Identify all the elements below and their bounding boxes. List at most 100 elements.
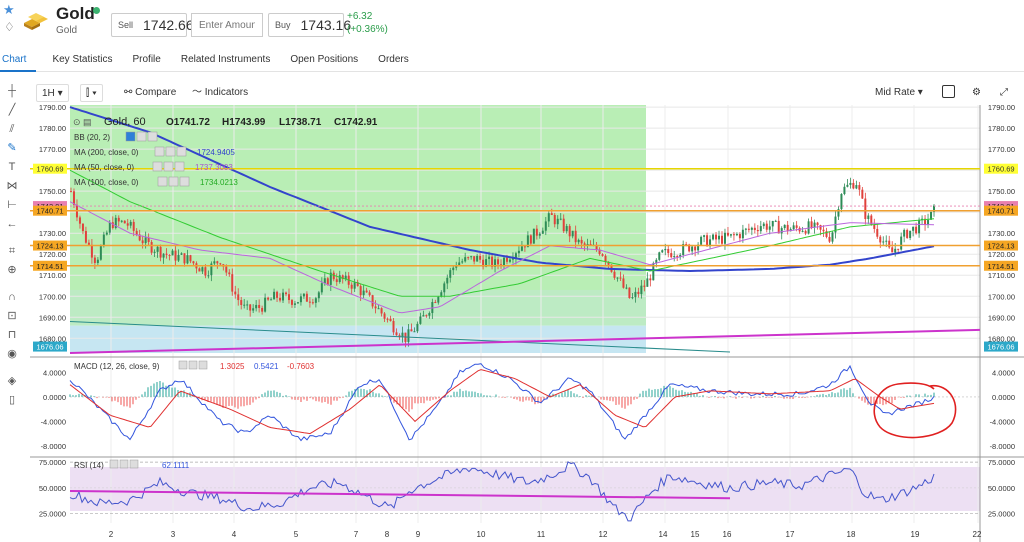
- brush-icon[interactable]: ✎: [7, 142, 17, 154]
- ruler-icon[interactable]: ⌗: [8, 245, 16, 257]
- fib-icon[interactable]: ⫽: [9, 123, 15, 135]
- buy-price-button[interactable]: Buy 1743.16: [268, 13, 351, 37]
- level-label-right: 1740.71: [987, 207, 1014, 216]
- tab-profile[interactable]: Profile: [132, 54, 161, 65]
- level-label-right-bg: [984, 240, 1018, 251]
- text-icon[interactable]: T: [8, 161, 16, 173]
- layers-icon[interactable]: ◈: [7, 375, 17, 387]
- magnet-icon[interactable]: ∩: [8, 291, 16, 303]
- lock-draw-icon[interactable]: ⊡: [7, 310, 17, 322]
- rsi-control-icon[interactable]: [109, 459, 119, 469]
- indicators-button[interactable]: 〜 Indicators: [192, 84, 248, 102]
- compare-button[interactable]: ⚯ Compare: [124, 84, 176, 102]
- candle-body: [225, 266, 228, 273]
- ma100-control-icon[interactable]: [157, 176, 168, 187]
- macd-control-icon[interactable]: [198, 360, 208, 370]
- ma100-control-icon[interactable]: [168, 176, 179, 187]
- price-tick-left: 1750.00: [39, 187, 66, 196]
- gold-bars-logo-icon: [24, 13, 48, 30]
- chart-type-select[interactable]: ⫿ ▾: [80, 84, 103, 102]
- settings-gear-icon[interactable]: ⚙: [972, 87, 981, 98]
- back-arrow-icon[interactable]: ←: [6, 218, 18, 230]
- rsi-label: RSI (14): [74, 461, 104, 470]
- candlestick-icon: ⫿: [86, 88, 90, 99]
- rsi-control-icon[interactable]: [129, 459, 139, 469]
- ma50-line: [69, 169, 935, 297]
- alert-bell-icon[interactable]: ♢: [4, 20, 15, 34]
- pattern-icon[interactable]: ⋈: [6, 180, 18, 192]
- trash-icon[interactable]: ▯: [8, 394, 16, 406]
- bb-control-icon[interactable]: [136, 131, 147, 142]
- tab-related-instruments[interactable]: Related Instruments: [180, 54, 271, 65]
- candle-body: [732, 234, 735, 236]
- time-tick: 4: [232, 530, 237, 539]
- candle-body: [786, 224, 789, 232]
- candle-body: [258, 304, 261, 308]
- candle-body: [897, 248, 900, 250]
- sell-price-button[interactable]: Sell 1742.66: [111, 13, 194, 37]
- amount-input[interactable]: [191, 13, 263, 37]
- macd-tick-left: -4.0000: [41, 417, 66, 426]
- candle-body: [422, 315, 425, 317]
- candle-body: [780, 228, 783, 234]
- ma100-control-icon[interactable]: [179, 176, 190, 187]
- candle-body: [810, 221, 813, 228]
- candle-body: [912, 226, 915, 231]
- eye-icon[interactable]: ◉: [7, 348, 17, 360]
- candle-body: [723, 232, 726, 244]
- candle-body: [589, 244, 592, 246]
- favorite-star-icon[interactable]: ★: [3, 2, 15, 17]
- ma50-control-icon[interactable]: [163, 161, 174, 172]
- instrument-tabs: Chart Key Statistics Profile Related Ins…: [0, 52, 1024, 72]
- candle-body: [517, 250, 520, 254]
- instrument-subtitle: Gold: [56, 25, 78, 36]
- candle-body: [652, 263, 655, 281]
- rsi-tick-left: 75.0000: [39, 458, 66, 467]
- expand-icon[interactable]: ⤢: [1000, 87, 1008, 98]
- ma200-control-icon[interactable]: [176, 146, 187, 157]
- ma200-control-icon[interactable]: [154, 146, 165, 157]
- trendline-icon[interactable]: ╱: [8, 104, 16, 116]
- ma50-control-icon[interactable]: [152, 161, 163, 172]
- candle-body: [735, 234, 738, 236]
- price-mode-select[interactable]: Mid Rate ▾: [875, 87, 923, 98]
- interval-select[interactable]: 1H ▾: [36, 84, 69, 102]
- candle-body: [129, 221, 132, 226]
- macd-control-icon[interactable]: [188, 360, 198, 370]
- candle-body: [634, 291, 637, 298]
- rsi-control-icon[interactable]: [119, 459, 129, 469]
- time-tick: 7: [354, 530, 359, 539]
- rsi-value: 62.1111: [162, 461, 190, 470]
- candle-body: [392, 321, 395, 333]
- candle-body: [488, 256, 491, 260]
- candle-body: [147, 237, 150, 242]
- tab-open-positions[interactable]: Open Positions: [290, 54, 359, 65]
- lock-icon[interactable]: ⊓: [7, 329, 17, 341]
- rsi-tick-right: 25.0000: [988, 510, 1015, 519]
- tab-chart[interactable]: Chart: [0, 52, 37, 72]
- candle-body: [240, 300, 243, 305]
- bb-control-icon[interactable]: [147, 131, 158, 142]
- time-tick: 11: [537, 530, 546, 539]
- macd-control-icon[interactable]: [178, 360, 188, 370]
- tab-orders[interactable]: Orders: [378, 54, 409, 65]
- candle-body: [476, 255, 479, 262]
- level-label-left: 1760.69: [36, 165, 63, 174]
- candle-body: [473, 256, 476, 262]
- candle-body: [410, 329, 413, 332]
- fullscreen-box-icon[interactable]: [942, 85, 955, 98]
- crosshair-icon[interactable]: ┼: [8, 85, 16, 97]
- ma200-control-icon[interactable]: [165, 146, 176, 157]
- candle-body: [643, 285, 646, 287]
- ma50-control-icon[interactable]: [174, 161, 185, 172]
- price-tick-left: 1720.00: [39, 250, 66, 259]
- candle-body: [508, 259, 511, 262]
- price-tick-left: 1710.00: [39, 271, 66, 280]
- tab-key-statistics[interactable]: Key Statistics: [52, 54, 113, 65]
- measure-icon[interactable]: ⊢: [7, 199, 17, 211]
- macd-tick-right: 4.0000: [992, 368, 1015, 377]
- zoom-icon[interactable]: ⊕: [7, 264, 17, 276]
- level-label-right: 1714.51: [987, 262, 1014, 271]
- bb-control-icon[interactable]: [125, 131, 136, 142]
